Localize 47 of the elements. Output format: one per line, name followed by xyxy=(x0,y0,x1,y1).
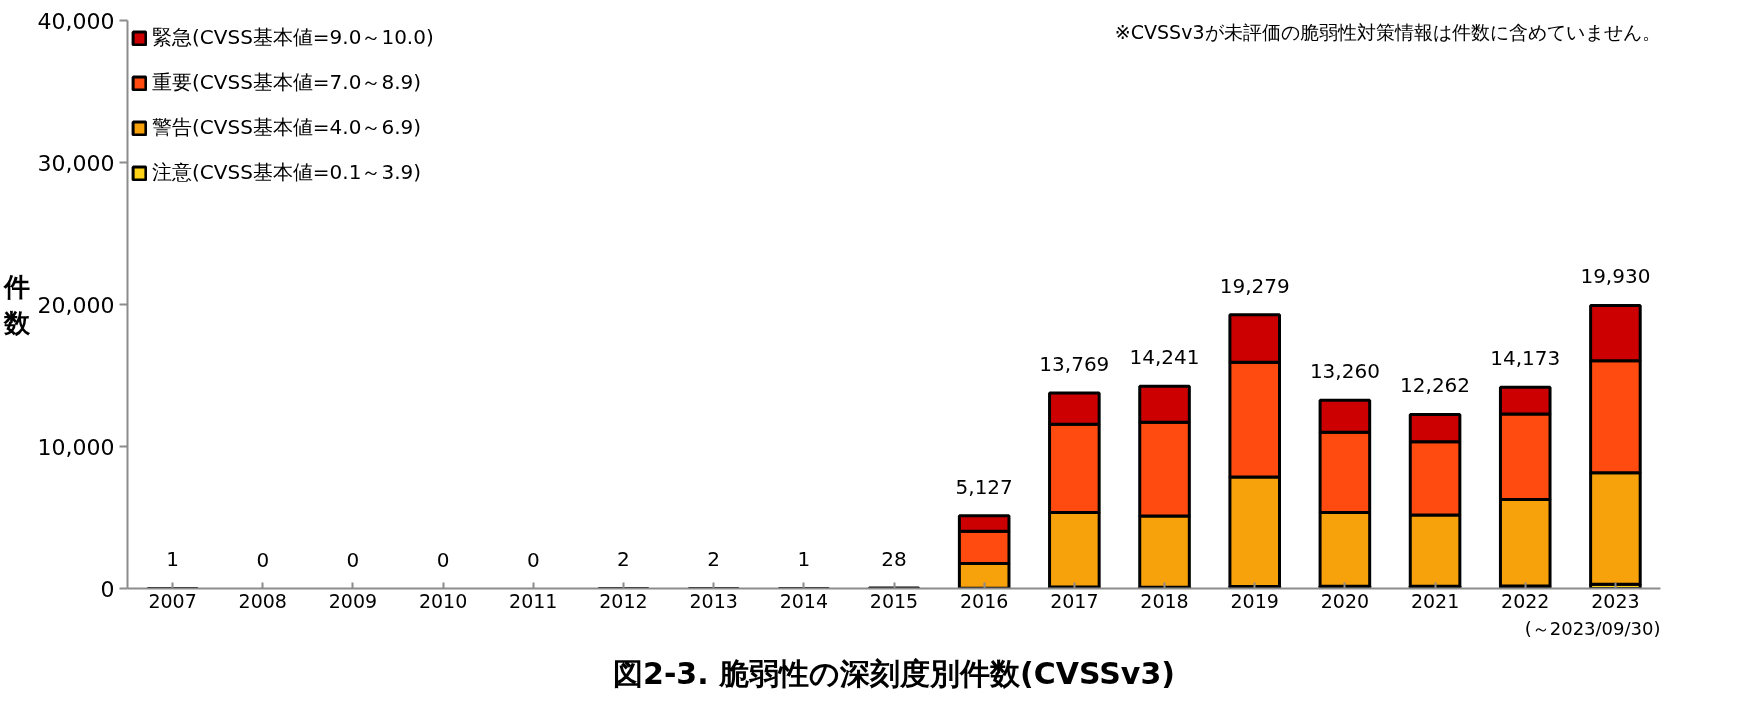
total-label: 0 xyxy=(526,547,540,572)
x-tick-label: 2020 xyxy=(1320,589,1370,612)
x-tick-label: 2021 xyxy=(1410,589,1460,612)
y-axis-title: 件数 xyxy=(2,271,31,338)
y-tick-label: 40,000 xyxy=(37,8,115,34)
x-tick-label: 2008 xyxy=(238,589,287,612)
total-label: 13,260 xyxy=(1309,359,1380,384)
total-label: 14,173 xyxy=(1490,346,1561,371)
x-tick-label: 2007 xyxy=(148,589,197,612)
total-label: 1 xyxy=(166,547,179,572)
total-label: 13,769 xyxy=(1039,351,1110,376)
total-label: 14,241 xyxy=(1129,345,1200,370)
y-tick-label: 0 xyxy=(100,576,115,602)
legend-label: 重要(CVSS基本値=7.0～8.9) xyxy=(152,69,422,96)
x-tick-label: 2023 xyxy=(1591,589,1640,612)
total-label: 28 xyxy=(881,547,907,572)
x-tick-label: 2022 xyxy=(1501,589,1550,612)
y-tick-label: 30,000 xyxy=(37,150,115,176)
x-tick-label: 2012 xyxy=(599,589,648,612)
legend-label: 警告(CVSS基本値=4.0～6.9) xyxy=(152,114,422,141)
x-tick-label: 2009 xyxy=(328,589,378,612)
total-label: 0 xyxy=(346,547,360,572)
total-label: 1 xyxy=(797,547,811,572)
legend-label: 緊急(CVSS基本値=9.0～10.0) xyxy=(152,24,434,51)
total-label: 19,279 xyxy=(1219,273,1290,298)
x-tick-label: 2017 xyxy=(1050,589,1099,612)
total-label: 5,127 xyxy=(955,474,1013,499)
text: (～2023/09/30) xyxy=(1524,617,1661,639)
total-label: 0 xyxy=(256,547,270,572)
total-label: 19,930 xyxy=(1580,264,1651,289)
total-label: 12,262 xyxy=(1400,373,1471,398)
total-label: 2 xyxy=(707,547,721,572)
legend-label: 注意(CVSS基本値=0.1～3.9) xyxy=(152,159,422,186)
x-tick-label: 2013 xyxy=(689,589,738,612)
total-label: 0 xyxy=(436,547,450,572)
x-tick-label: 2010 xyxy=(418,589,468,612)
x-tick-label: 2015 xyxy=(869,589,919,612)
x-tick-label: 2019 xyxy=(1230,589,1279,612)
x-tick-label: 2016 xyxy=(960,589,1009,612)
total-label: 2 xyxy=(617,547,630,572)
y-tick-label: 10,000 xyxy=(37,434,115,460)
annotation: ※CVSSv3が未評価の脆弱性対策情報は件数に含めていません。 xyxy=(1114,20,1661,43)
x-tick-label: 2018 xyxy=(1140,589,1189,612)
x-tick-label: 2011 xyxy=(509,589,558,612)
y-tick-label: 20,000 xyxy=(37,292,115,318)
x-tick-label: 2014 xyxy=(779,589,829,612)
text: 図2-3. 脆弱性の深刻度別件数(CVSSv3) xyxy=(613,655,1175,691)
